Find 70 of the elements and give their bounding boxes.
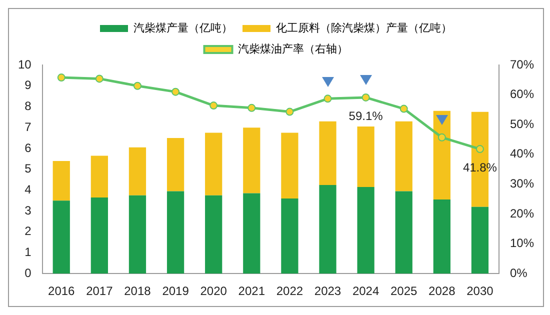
y-tick-label: 0: [24, 266, 32, 280]
bar: [319, 184, 336, 274]
bar: [395, 191, 412, 274]
y2-tick-label: 10%: [510, 236, 534, 250]
bar: [357, 126, 374, 188]
y-tick-label: 5: [24, 162, 32, 176]
x-tick-label: 2016: [48, 284, 76, 298]
y2-tick-label: 20%: [510, 206, 534, 220]
y-tick-label: 4: [24, 182, 32, 196]
x-tick-label: 2021: [238, 284, 266, 298]
y-tick-label: 7: [24, 120, 32, 134]
y-tick-label: 6: [24, 140, 32, 155]
x-tick-label: 2025: [390, 284, 418, 298]
x-tick-label: 2023: [314, 284, 342, 298]
point: [57, 74, 66, 82]
y-tick-label: 9: [24, 78, 32, 92]
bar: [395, 121, 412, 192]
point: [172, 88, 180, 96]
bar: [281, 132, 298, 199]
point: [286, 108, 294, 116]
y-tick-label: 2: [24, 224, 32, 238]
bar: [433, 110, 450, 200]
bar: [281, 198, 298, 274]
bar: [128, 147, 146, 196]
bar: [90, 156, 108, 198]
y-tick-label: 1: [24, 245, 32, 260]
y2-tick-label: 50%: [510, 116, 534, 131]
bar: [357, 187, 374, 274]
point: [362, 93, 370, 102]
bar: [319, 121, 336, 185]
bar: [128, 195, 146, 274]
bar: [205, 132, 222, 196]
bar: [471, 206, 489, 274]
y2-tick-label: 70%: [510, 57, 534, 72]
y-tick-label: 10: [18, 57, 32, 72]
bar: [166, 138, 184, 192]
y2-tick-label: 60%: [510, 87, 534, 102]
point: [133, 82, 142, 90]
point: [400, 104, 408, 113]
x-tick-label: 2028: [428, 284, 456, 298]
point: [210, 102, 218, 110]
bar: [205, 195, 222, 274]
point: [248, 104, 256, 112]
x-tick-label: 2030: [466, 284, 494, 298]
bar: [243, 193, 260, 274]
x-tick-label: 2017: [86, 284, 114, 298]
x-tick-label: 2024: [352, 284, 380, 298]
y2-tick-label: 0%: [510, 266, 528, 280]
y-tick-label: 3: [24, 203, 32, 218]
data-label: 59.1%: [348, 108, 384, 123]
y2-tick-label: 30%: [510, 176, 534, 191]
y2-tick-label: 40%: [510, 146, 534, 161]
y-tick-label: 8: [24, 99, 32, 114]
point: [95, 74, 104, 83]
legend-label: 汽柴煤产量（亿吨）: [134, 22, 232, 35]
legend-label: 化工原料（除汽柴煤）产量（亿吨）: [276, 22, 452, 35]
x-tick-label: 2022: [276, 284, 304, 298]
x-tick-label: 2019: [162, 284, 190, 298]
bar: [166, 191, 184, 274]
legend-label: 汽柴煤油产率（右轴）: [238, 42, 348, 56]
x-tick-label: 2018: [124, 284, 152, 298]
bar: [243, 128, 260, 194]
point: [476, 145, 484, 154]
point: [324, 94, 332, 103]
bar: [52, 200, 70, 274]
bar: [90, 197, 108, 274]
x-tick-label: 2020: [200, 284, 228, 298]
point: [438, 133, 446, 142]
bar: [52, 160, 70, 201]
bar: [433, 200, 450, 274]
